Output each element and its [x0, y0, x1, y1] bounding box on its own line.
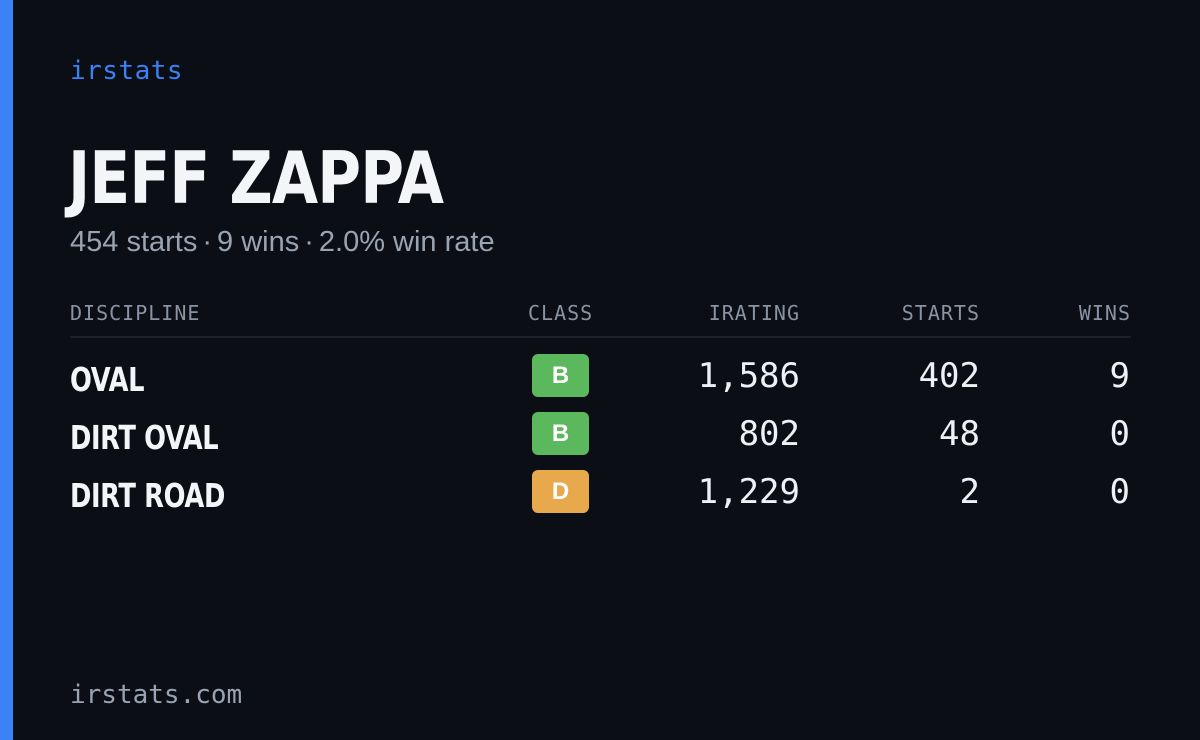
table-header: DISCIPLINE CLASS IRATING STARTS WINS	[70, 298, 1131, 338]
accent-bar	[0, 0, 13, 740]
wins-value: 0	[1109, 414, 1130, 454]
wins-value: 0	[1109, 472, 1130, 512]
starts-value: 48	[939, 414, 980, 454]
summary-separator: ·	[304, 226, 314, 258]
header-starts: STARTS	[901, 301, 980, 325]
discipline-name: OVAL	[70, 360, 145, 399]
wins-value: 9	[1109, 356, 1130, 396]
irating-value: 1,586	[697, 356, 800, 396]
driver-summary: 454 starts · 9 wins · 2.0% win rate	[70, 226, 495, 259]
class-badge: B	[532, 412, 589, 455]
header-irating: IRATING	[708, 301, 800, 325]
header-class: CLASS	[528, 301, 594, 325]
table-row: DIRT ROAD D 1,229 2 0	[70, 470, 1131, 528]
footer-url: irstats.com	[70, 680, 243, 710]
summary-starts: 454 starts	[70, 226, 198, 258]
starts-value: 2	[959, 472, 980, 512]
irating-value: 802	[738, 414, 800, 454]
discipline-name: DIRT ROAD	[70, 476, 225, 515]
class-badge: D	[532, 470, 589, 513]
header-wins: WINS	[1078, 301, 1131, 325]
discipline-name: DIRT OVAL	[70, 418, 219, 457]
summary-separator: ·	[202, 226, 213, 258]
starts-value: 402	[918, 356, 980, 396]
summary-wins: 9 wins	[217, 226, 300, 258]
table-row: OVAL B 1,586 402 9	[70, 354, 1131, 412]
class-badge: B	[532, 354, 589, 397]
summary-win-rate: 2.0% win rate	[318, 226, 495, 258]
brand-logo: irstats	[70, 56, 184, 86]
driver-name: JEFF ZAPPA	[68, 136, 444, 220]
table-row: DIRT OVAL B 802 48 0	[70, 412, 1131, 470]
header-discipline: DISCIPLINE	[70, 301, 201, 325]
irating-value: 1,229	[697, 472, 800, 512]
